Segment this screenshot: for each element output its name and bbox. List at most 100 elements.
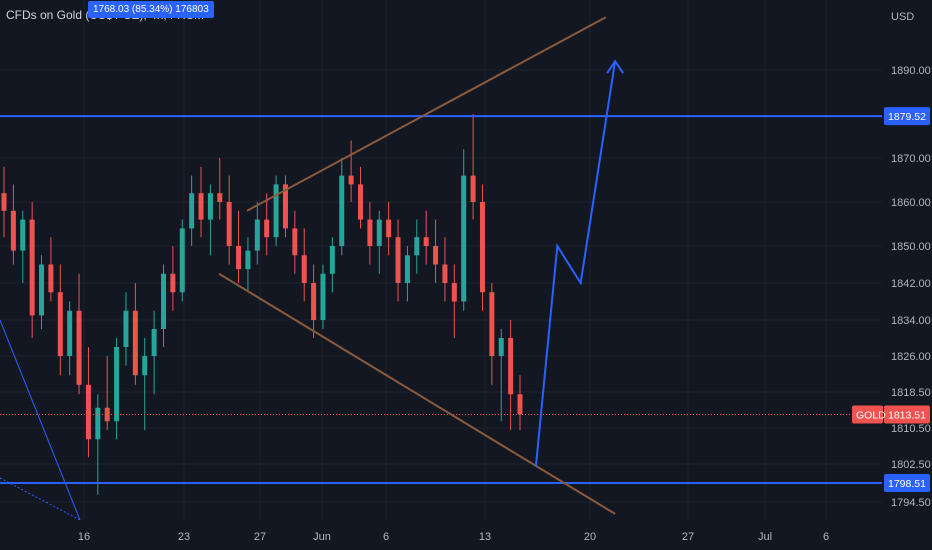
- current-price-tag-bg: [884, 405, 930, 424]
- candle-body: [433, 246, 439, 265]
- candle: [264, 193, 270, 256]
- candle-body: [57, 292, 63, 356]
- candle-body: [301, 255, 307, 283]
- candle: [508, 320, 514, 431]
- candle-body: [320, 273, 326, 320]
- candle: [254, 202, 260, 265]
- candle: [301, 228, 307, 302]
- candle: [198, 166, 204, 238]
- candle-body: [498, 338, 504, 356]
- resistance-tag-bg: [884, 107, 930, 126]
- candle: [245, 237, 251, 293]
- candle-body: [217, 193, 223, 202]
- candle-body: [414, 237, 420, 256]
- candle-body: [179, 228, 185, 293]
- candle-body: [142, 356, 148, 376]
- candle-body: [48, 264, 54, 293]
- support-tag-text: 1798.51: [888, 478, 926, 490]
- candle-body: [367, 219, 373, 246]
- arrow-head: [606, 59, 624, 74]
- candle: [67, 301, 73, 376]
- candle-body: [423, 237, 429, 246]
- candle-body: [386, 219, 392, 238]
- candle-body: [479, 202, 485, 293]
- candle-body: [395, 237, 401, 283]
- candle-body: [67, 310, 73, 356]
- candle-body: [282, 184, 288, 229]
- price-tick: 1842.00: [891, 278, 931, 290]
- candle-body: [29, 219, 35, 316]
- date-tick: Jul: [758, 531, 772, 543]
- candle: [236, 210, 242, 283]
- candle-body: [132, 310, 138, 376]
- symbol-tag-text: GOLD: [856, 409, 886, 421]
- fan-line: [0, 319, 81, 521]
- projection-arrow: [534, 59, 624, 467]
- candle-body: [311, 283, 317, 320]
- price-axis[interactable]: USD 1890.00 1870.00 1860.00 1850.00 1842.00 18…: [852, 11, 931, 509]
- candle-body: [451, 283, 457, 302]
- candle-body: [10, 210, 16, 251]
- date-tick: 27: [682, 531, 694, 543]
- candle: [10, 184, 16, 265]
- candle-body: [104, 407, 110, 422]
- candle: [1, 166, 7, 238]
- candle: [442, 237, 448, 302]
- support-tag: 1798.51: [884, 473, 930, 492]
- candle-body: [339, 175, 345, 246]
- price-tick: 1794.50: [891, 497, 931, 509]
- date-tick: 16: [78, 531, 90, 543]
- candle-body: [517, 394, 523, 415]
- candle: [142, 338, 148, 431]
- candle-body: [170, 273, 176, 293]
- candle-body: [198, 193, 204, 220]
- price-tick: 1810.50: [891, 423, 931, 435]
- candle: [217, 158, 223, 220]
- candle-body: [20, 219, 26, 251]
- price-tick: 1870.00: [891, 153, 931, 165]
- candle: [386, 202, 392, 256]
- candle-body: [508, 338, 514, 395]
- candle: [451, 264, 457, 338]
- candle-body: [189, 193, 195, 229]
- candle-body: [273, 184, 279, 238]
- candle: [48, 237, 54, 302]
- candle: [123, 292, 129, 366]
- price-tick: 1860.00: [891, 197, 931, 209]
- candle: [207, 184, 213, 256]
- candle-body: [442, 264, 448, 283]
- resistance-tag: 1879.52: [884, 107, 930, 126]
- candle-body: [1, 193, 7, 211]
- candle: [95, 394, 101, 495]
- candle: [339, 158, 345, 256]
- trend-line: [218, 272, 616, 515]
- candle: [151, 310, 157, 395]
- trend-line: [246, 16, 607, 212]
- candle: [282, 175, 288, 238]
- candle-body: [207, 193, 213, 220]
- date-tick: 13: [479, 531, 491, 543]
- grid: [0, 0, 882, 520]
- currency-label: USD: [891, 11, 914, 23]
- candle: [170, 246, 176, 311]
- price-tick: 1850.00: [891, 241, 931, 253]
- fan-line-dotted: [0, 477, 81, 521]
- candle: [39, 255, 45, 329]
- resistance-tag-text: 1879.52: [888, 111, 926, 123]
- candle-body: [470, 175, 476, 202]
- symbol-tag-bg: [852, 405, 883, 424]
- candle: [20, 210, 26, 283]
- date-tick: 20: [584, 531, 596, 543]
- candle: [104, 356, 110, 431]
- date-tick: 6: [383, 531, 389, 543]
- candle-body: [114, 347, 120, 422]
- candle: [179, 219, 185, 302]
- current-price-tag: 1813.51: [884, 405, 930, 424]
- price-tick: 1834.00: [891, 315, 931, 327]
- candle: [320, 264, 326, 329]
- candle-body: [123, 310, 129, 347]
- candle: [517, 375, 523, 431]
- time-axis[interactable]: 16 23 27 Jun 6 13 20 27 Jul 6: [78, 531, 829, 543]
- date-tick: 27: [254, 531, 266, 543]
